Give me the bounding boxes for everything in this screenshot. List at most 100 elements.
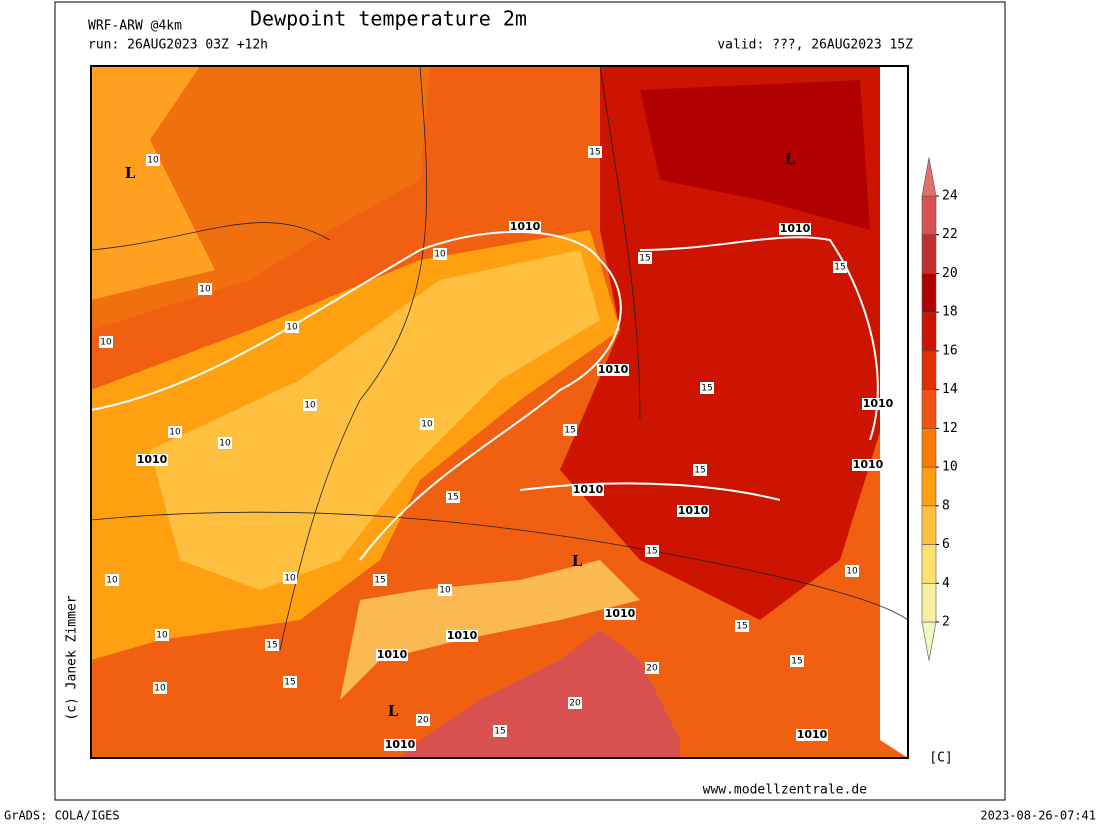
low-pressure-marker: L	[125, 164, 136, 182]
colorbar-label: 8	[942, 498, 950, 513]
contour-label: 15	[284, 678, 295, 688]
contour-label-bg	[677, 505, 709, 517]
contour-label: 1010	[797, 728, 828, 741]
contour-label-bg	[416, 714, 430, 726]
contour-label: 10	[147, 156, 159, 166]
low-pressure-marker: L	[388, 702, 399, 720]
contour-label-bg	[852, 459, 884, 471]
contour-label-bg	[735, 620, 749, 632]
contour-label: 15	[589, 148, 600, 158]
copyright: (c) Janek Zimmer	[65, 595, 80, 720]
colorbar-label: 2	[942, 615, 950, 630]
contour-label: 15	[374, 576, 385, 586]
colorbar-label: 12	[942, 421, 958, 436]
border-lines	[90, 65, 909, 651]
isobars	[90, 230, 879, 561]
contour-label-bg	[303, 399, 317, 411]
contour-label-bg	[597, 364, 629, 376]
contour-label-bg	[509, 221, 541, 233]
colorbar-label: 24	[942, 189, 958, 204]
contour-label-bg	[779, 223, 811, 235]
map	[90, 65, 909, 759]
colorbar-end	[921, 621, 937, 661]
contour-label: 15	[646, 547, 657, 557]
contour-label: 10	[421, 420, 433, 430]
colorbar-band	[921, 350, 937, 390]
contour-label-bg	[146, 154, 160, 166]
contour-label: 10	[284, 574, 296, 584]
valid-label: valid: ???, 26AUG2023 15Z	[717, 38, 913, 53]
contour-label: 1010	[780, 222, 811, 235]
colorbar-band	[921, 311, 937, 352]
map-field	[91, 66, 215, 300]
colorbar-band	[921, 195, 937, 236]
colorbar-label: 16	[942, 343, 958, 358]
contour-label: 10	[439, 586, 451, 596]
software: GrADS: COLA/IGES	[4, 809, 120, 823]
contour-label: 10	[100, 338, 112, 348]
contour-label-bg	[588, 146, 602, 158]
map-field	[640, 80, 870, 230]
colorbar-label: 6	[942, 537, 950, 552]
outer-frame	[54, 1, 1006, 801]
colorbar-label: 22	[942, 227, 958, 242]
contour-label-bg	[420, 418, 434, 430]
contour-label: 1010	[598, 363, 629, 376]
contour-label: 1010	[678, 504, 709, 517]
contour-label-bg	[218, 437, 232, 449]
contour-label: 10	[304, 401, 316, 411]
contour-label: 1010	[853, 458, 884, 471]
colorbar-band	[921, 505, 937, 545]
contour-label-bg	[136, 454, 168, 466]
unit-label: [C]	[929, 751, 952, 766]
contour-label: 15	[639, 254, 650, 264]
contour-label-bg	[645, 545, 659, 557]
contour-label-bg	[285, 321, 299, 333]
contour-label-bg	[283, 676, 297, 688]
contour-label: 10	[106, 576, 118, 586]
contour-label: 10	[219, 439, 231, 449]
contour-label-bg	[700, 382, 714, 394]
contour-label-bg	[563, 424, 577, 436]
contour-label: 10	[154, 684, 166, 694]
contour-label-bg	[198, 283, 212, 295]
contour-label-bg	[796, 729, 828, 741]
model-label: WRF-ARW @4km	[88, 19, 182, 34]
contour-label-bg	[153, 682, 167, 694]
contour-label-bg	[568, 697, 582, 709]
contour-label: 15	[266, 641, 277, 651]
contour-label-bg	[265, 639, 279, 651]
contour-label-bg	[862, 398, 894, 410]
contour-label: 15	[694, 466, 705, 476]
map-frame	[90, 65, 909, 759]
contour-label-bg	[384, 739, 416, 751]
colorbar-band	[921, 544, 937, 584]
contour-label-bg	[833, 261, 847, 273]
colorbar-label: 10	[942, 460, 958, 475]
contour-label-bg	[446, 630, 478, 642]
contour-label-bg	[693, 464, 707, 476]
contour-label: 1010	[447, 629, 478, 642]
colorbar-band	[921, 389, 937, 429]
colorbar-label: 4	[942, 576, 950, 591]
contour-label: 15	[447, 493, 458, 503]
contour-label-bg	[845, 565, 859, 577]
contour-label: 15	[494, 727, 505, 737]
colorbar-label: 14	[942, 382, 958, 397]
low-pressure-marker: L	[785, 150, 796, 168]
contour-label: 10	[286, 323, 298, 333]
contour-label: 20	[417, 716, 429, 726]
contour-label: 10	[846, 567, 858, 577]
contour-label-bg	[438, 584, 452, 596]
run-label: run: 26AUG2023 03Z +12h	[88, 38, 268, 53]
contour-label-bg	[433, 248, 447, 260]
website: www.modellzentrale.de	[703, 783, 868, 798]
colorbar-label: 18	[942, 305, 958, 320]
contour-label-bg	[155, 629, 169, 641]
contour-label: 1010	[605, 607, 636, 620]
colorbar-label: 20	[942, 266, 958, 281]
timestamp: 2023-08-26-07:41	[980, 809, 1096, 823]
